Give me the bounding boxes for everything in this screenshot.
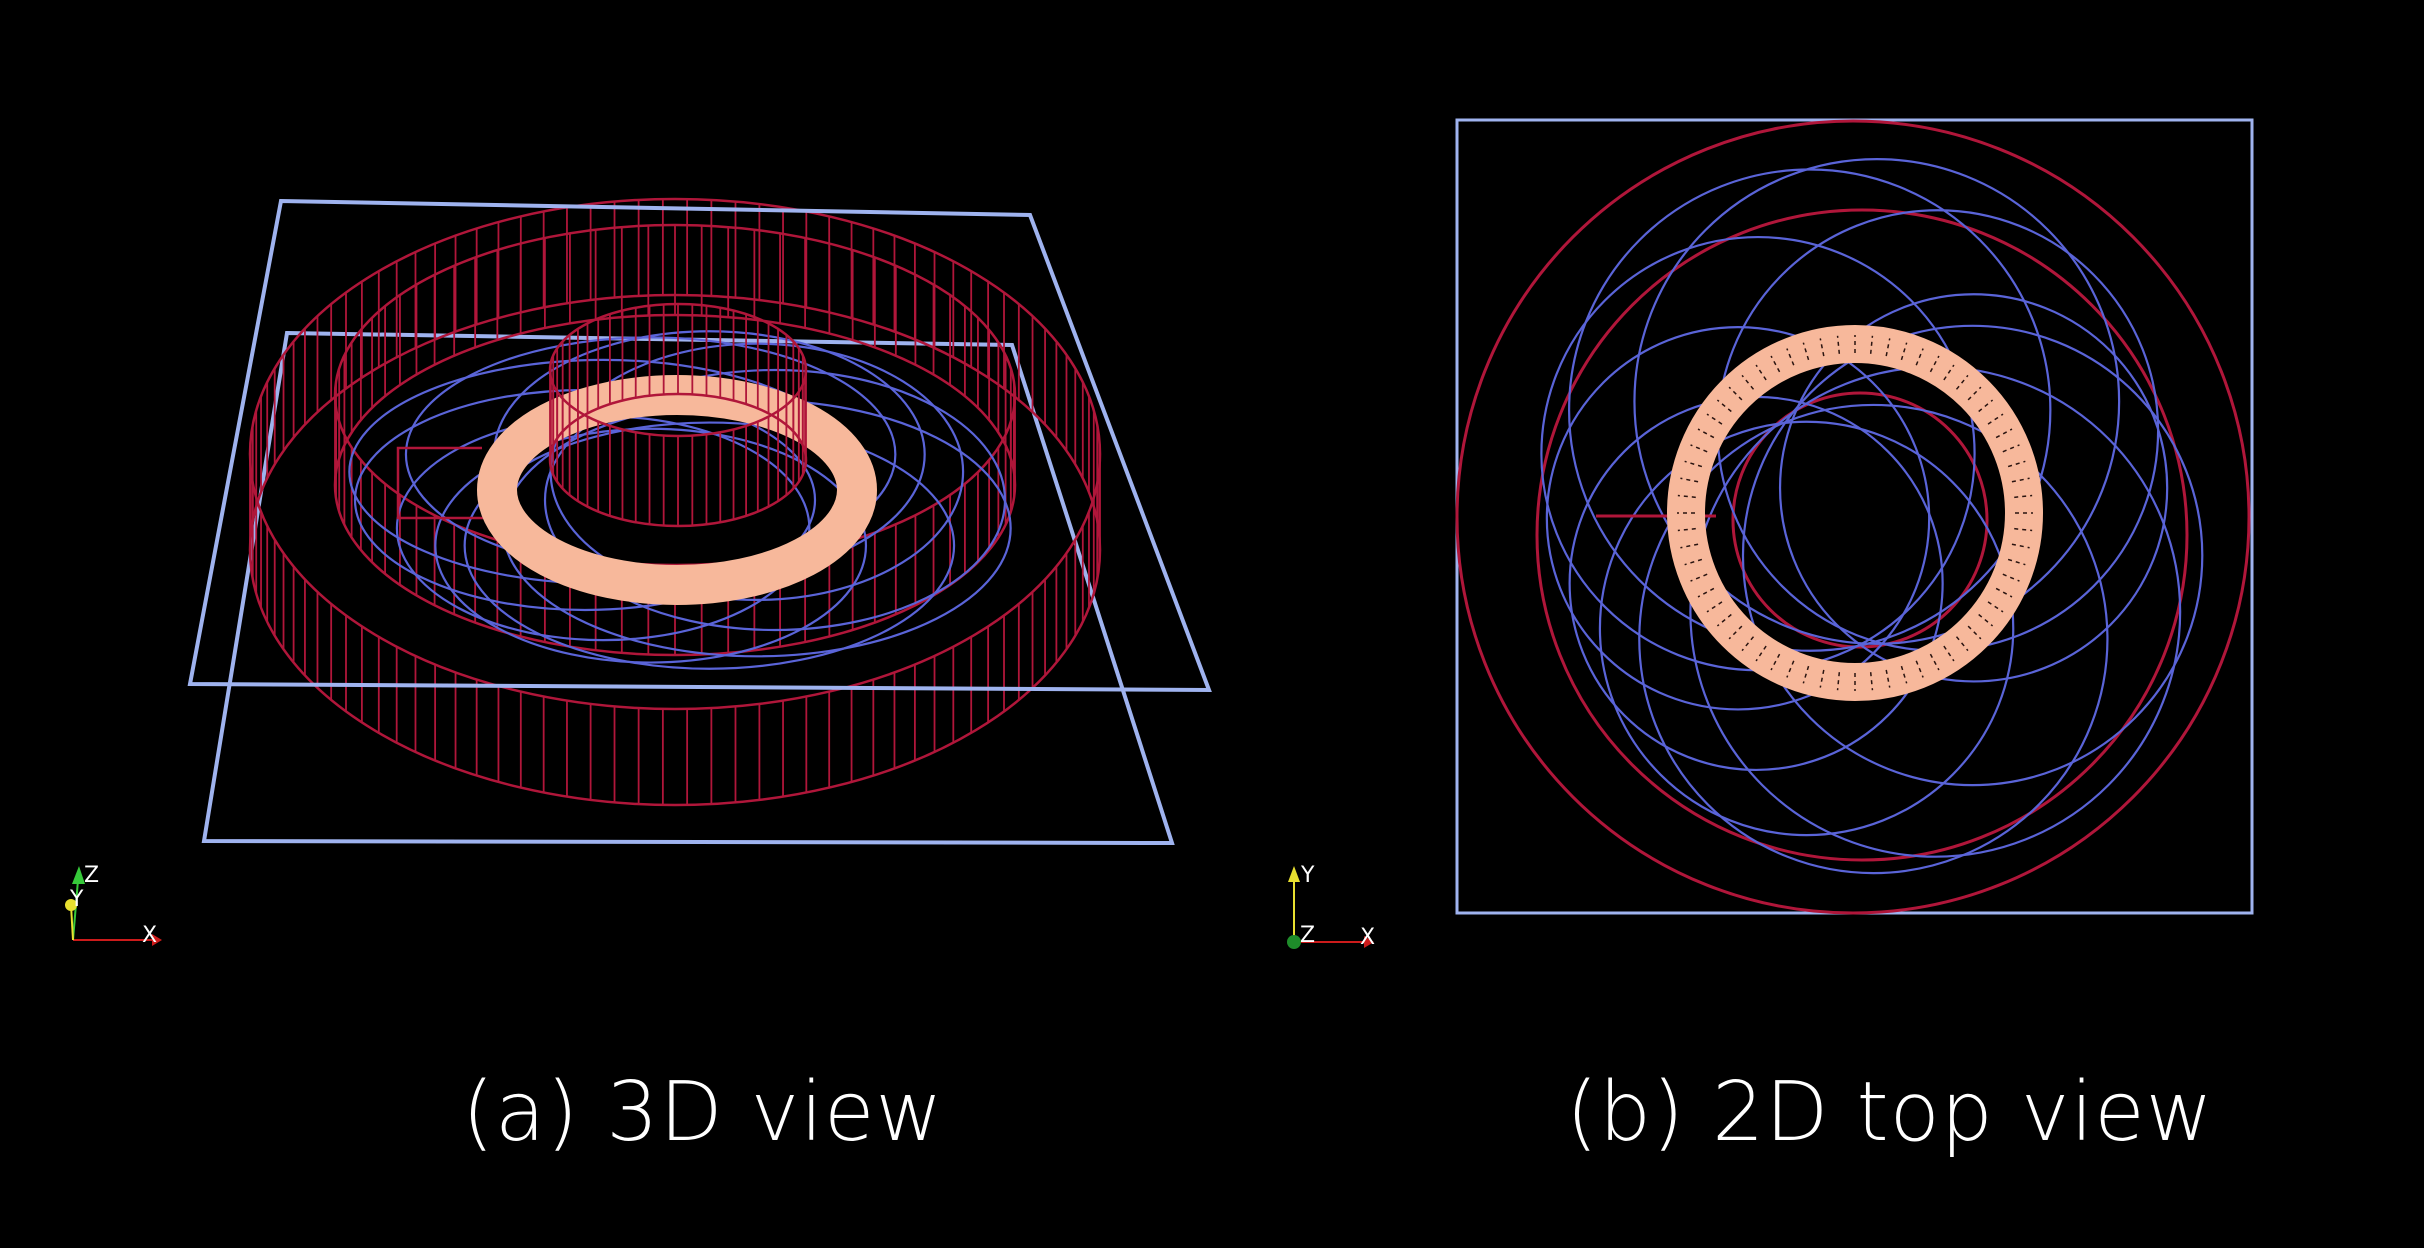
outer-red-cylinder xyxy=(248,197,1102,807)
axis-triad-3d: Z Y X xyxy=(65,863,162,948)
caption-2d-top-view: (b) 2D top view xyxy=(1566,1065,2214,1160)
triad-2d-label-right: X xyxy=(1360,925,1375,950)
domain-box-2d xyxy=(1455,118,2254,915)
red-middle-circle-2d xyxy=(1535,208,2189,862)
triad-3d-label-depth: Y xyxy=(69,887,84,912)
caption-3d-view: (a) 3D view xyxy=(462,1065,944,1160)
red-probe-rectangle xyxy=(396,446,520,520)
lower-domain-plane xyxy=(201,330,1175,846)
upper-domain-plane xyxy=(187,198,1212,693)
inner-red-cylinder xyxy=(548,302,808,528)
red-outer-circle-2d xyxy=(1455,119,2251,915)
red-inner-circle-2d xyxy=(1731,391,1989,649)
triad-2d-label-center: Z xyxy=(1300,923,1315,948)
triad-3d-label-right: X xyxy=(142,923,157,948)
axis-triad-2d: Y Z X xyxy=(1287,863,1375,950)
triad-2d-label-up: Y xyxy=(1300,863,1315,888)
annulus-2d xyxy=(1667,325,2043,701)
panel-2d-top-view: Y Z X xyxy=(1287,118,2254,950)
panel-3d-view: Z Y X xyxy=(65,197,1212,948)
triad-3d-label-up: Z xyxy=(84,863,99,888)
